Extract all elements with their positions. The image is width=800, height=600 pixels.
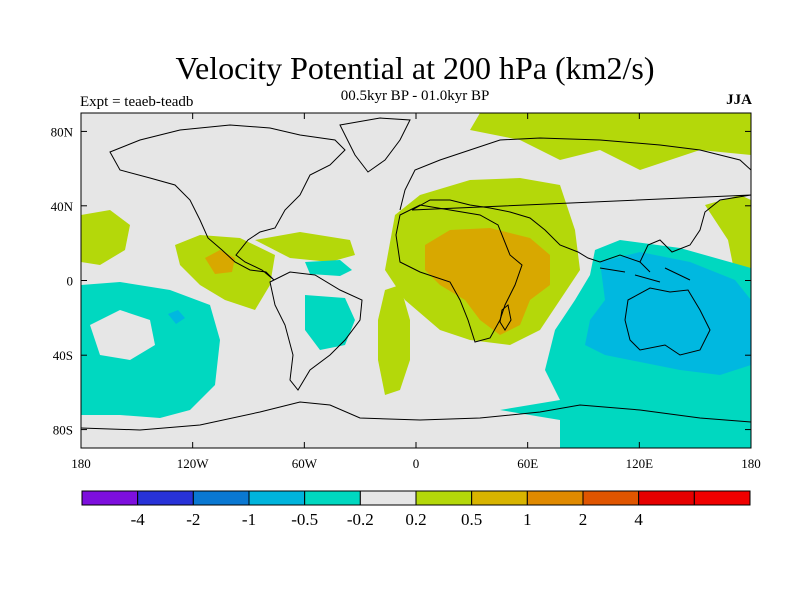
colorbar: -4 -2 -1 -0.5 -0.2 0.2 0.5 1 2 4 (81, 490, 751, 529)
contour-pos-arctic (330, 113, 751, 170)
colorbar-swatch (693, 490, 751, 506)
x-tick-label: 60E (517, 456, 538, 471)
coast-south-america (269, 271, 363, 391)
contour-pos2-mexico (205, 250, 235, 274)
x-tick-label: 120W (177, 456, 210, 471)
colorbar-swatch (582, 490, 640, 506)
colorbar-label: 0.5 (461, 510, 482, 529)
colorbar-swatch (415, 490, 473, 506)
y-tick-label: 40S (53, 348, 73, 363)
colorbar-label: 4 (634, 510, 643, 529)
colorbar-swatch (471, 490, 528, 506)
contour-pos-gulf (255, 232, 355, 262)
x-tick-label: 180 (71, 456, 91, 471)
colorbar-swatch (192, 490, 250, 506)
colorbar-swatch (526, 490, 584, 506)
x-tick-label: 60W (292, 456, 318, 471)
colorbar-label: 0.2 (405, 510, 426, 529)
coast-north-america (109, 124, 346, 281)
coast-madagascar (499, 304, 512, 331)
colorbar-swatch (248, 490, 306, 506)
x-tick-label: 120E (626, 456, 654, 471)
x-tick-label: 0 (413, 456, 420, 471)
colorbar-swatch (304, 490, 361, 506)
coast-africa (395, 204, 523, 343)
contour-pos-north-pacific (81, 210, 130, 265)
experiment-label: Expt = teaeb-teadb (80, 94, 194, 110)
contour-neg2-australia (585, 252, 751, 375)
coast-antarctica (81, 401, 751, 431)
colorbar-label: -4 (131, 510, 146, 529)
coastlines (81, 117, 751, 431)
colorbar-swatch (137, 490, 194, 506)
axis-ticks: 180 120W 60W 0 60E 120E 180 80N 40N 0 40S 80S (51, 113, 761, 471)
y-tick-label: 0 (67, 274, 74, 289)
chart-title: Velocity Potential at 200 hPa (km2/s) (175, 50, 655, 86)
colorbar-swatch (359, 490, 417, 506)
colorbar-swatch (81, 490, 139, 506)
coast-australia (624, 287, 711, 356)
colorbar-label: -2 (186, 510, 200, 529)
colorbar-label: 1 (523, 510, 532, 529)
coast-indonesia (599, 261, 691, 283)
map-field (81, 113, 751, 448)
y-tick-label: 40N (51, 199, 74, 214)
contour-neg2-pacific (168, 310, 185, 324)
coast-europe-asia (399, 137, 751, 263)
colorbar-label: -1 (242, 510, 256, 529)
contour-pos-east-asia (705, 195, 751, 285)
contour-neg-south-america (305, 295, 355, 350)
colorbar-swatch (638, 490, 695, 506)
colorbar-label: 2 (579, 510, 588, 529)
y-tick-label: 80S (53, 423, 73, 438)
y-tick-label: 80N (51, 124, 74, 139)
contour-pos-atlantic (378, 285, 410, 395)
season-label: JJA (726, 92, 752, 108)
contour-pos2-africa (425, 228, 550, 335)
contour-hole-south-pacific (90, 310, 155, 360)
colorbar-label: -0.2 (347, 510, 374, 529)
x-tick-label: 180 (741, 456, 761, 471)
colorbar-label: -0.5 (291, 510, 318, 529)
contour-neg-caribbean (305, 260, 352, 276)
chart-subtitle: 00.5kyr BP - 01.0kyr BP (340, 88, 490, 104)
coast-greenland (339, 117, 411, 173)
